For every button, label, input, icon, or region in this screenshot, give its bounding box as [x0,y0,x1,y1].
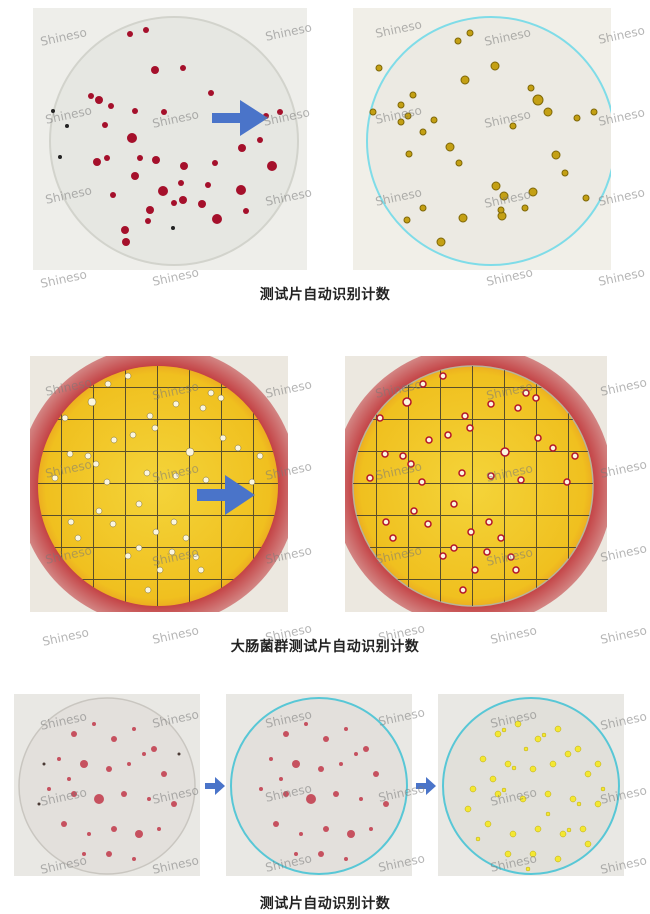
plate-small-colonies-marked [438,694,624,876]
caption-row2: 大肠菌群测试片自动识别计数 [230,639,420,655]
plate-red-colonies [33,8,307,270]
plate-gold-colonies-image [353,8,611,270]
plate-small-colonies-original-image [14,694,200,876]
plate-small-colonies-marked-image [438,694,624,876]
plate-small-colonies-ring [226,694,412,876]
plate-coliform-original-image [30,356,288,612]
plate-small-colonies-original [14,694,200,876]
plate-coliform-marked [345,356,607,612]
plate-red-colonies-image [33,8,307,270]
arrow-right-icon [197,475,255,515]
plate-gold-colonies [353,8,611,270]
caption-row3: 测试片自动识别计数 [259,896,391,912]
arrow-right-icon [205,777,225,795]
caption-row1: 测试片自动识别计数 [259,287,391,303]
arrow-right-icon [212,100,268,136]
plate-small-colonies-ring-image [226,694,412,876]
plate-coliform-original [30,356,288,612]
plate-coliform-marked-image [345,356,607,612]
arrow-right-icon [416,777,436,795]
